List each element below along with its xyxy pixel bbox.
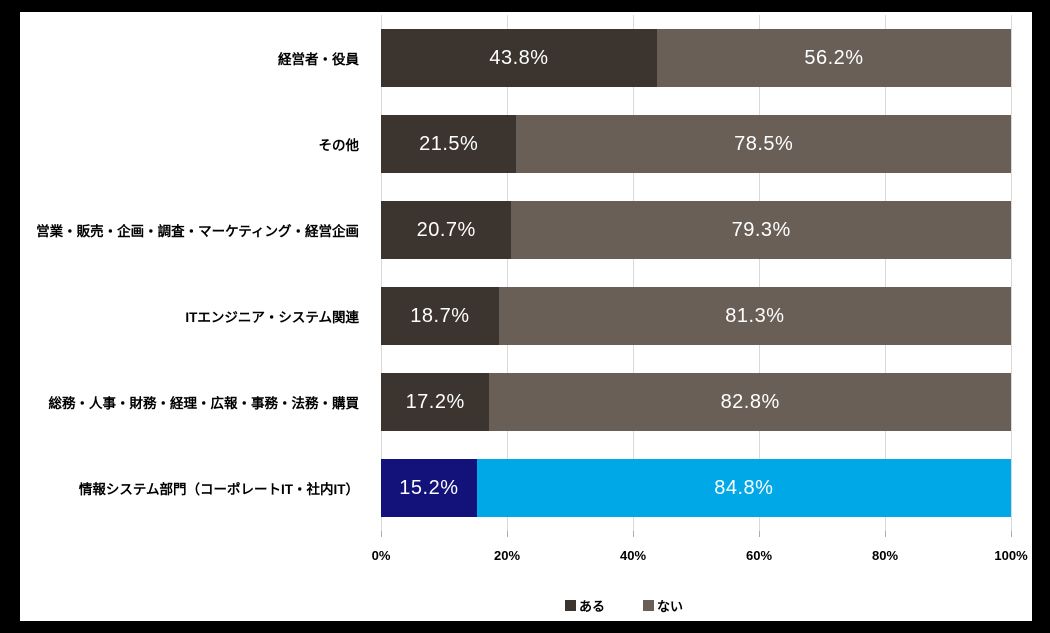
- legend-label-aru: ある: [579, 598, 606, 614]
- category-label: その他: [318, 138, 360, 153]
- bar-segment-ある: 17.2%: [381, 373, 490, 431]
- gridline: [380, 15, 382, 531]
- data-label: 84.8%: [714, 476, 774, 499]
- gridline: [1010, 15, 1012, 531]
- bar-segment-ある: 21.5%: [381, 115, 517, 173]
- bar-track: 20.7% 79.3%: [381, 201, 1011, 259]
- legend-item-nai: ない: [643, 596, 683, 615]
- category-label: 総務・人事・財務・経理・広報・事務・法務・購買: [48, 396, 360, 411]
- axis-tick: [506, 531, 508, 537]
- x-axis: 0% 20% 40% 60% 80% 100%: [372, 543, 1028, 565]
- category-label: 営業・販売・企画・調査・マーケティング・経営企画: [36, 224, 359, 239]
- data-label: 15.2%: [399, 476, 459, 499]
- bar-track: 15.2% 84.8%: [381, 459, 1011, 517]
- category-axis: 経営者・役員その他営業・販売・企画・調査・マーケティング・経営企画 ITエンジニア…: [20, 15, 370, 531]
- axis-tick: [632, 531, 634, 537]
- bar-segment-ない: 78.5%: [516, 115, 1011, 173]
- data-label: 17.2%: [405, 390, 465, 413]
- x-tick-label: 60%: [745, 548, 773, 563]
- legend-item-aru: ある: [565, 596, 605, 615]
- x-tick-label: 40%: [619, 548, 647, 563]
- bar-segment-ある: 43.8%: [381, 29, 657, 87]
- bar-segment-ない: 84.8%: [476, 459, 1011, 517]
- bar-track: 43.8% 56.2%: [381, 29, 1011, 87]
- gridline: [632, 15, 634, 531]
- bar-row: 20.7% 79.3%: [381, 187, 1011, 273]
- x-tick-label: 20%: [493, 548, 521, 563]
- data-label: 81.3%: [725, 304, 785, 327]
- bar-row: 18.7% 81.3%: [381, 273, 1011, 359]
- bar-segment-ない: 82.8%: [489, 373, 1011, 431]
- bar-segment-ない: 56.2%: [656, 29, 1011, 87]
- x-tick-label: 100%: [994, 548, 1028, 563]
- chart-surface: 経営者・役員その他営業・販売・企画・調査・マーケティング・経営企画 ITエンジニア…: [20, 12, 1032, 621]
- data-label: 79.3%: [731, 218, 791, 241]
- bar-track: 21.5% 78.5%: [381, 115, 1011, 173]
- data-label: 78.5%: [734, 132, 794, 155]
- category-label: 経営者・役員: [278, 52, 359, 67]
- axis-tick: [758, 531, 760, 537]
- axis-tick: [884, 531, 886, 537]
- bar-track: 17.2% 82.8%: [381, 373, 1011, 431]
- plot-area: 43.8% 56.2% 21.5% 78.5% 20.7% 79.3% 18.7% 81.3%…: [380, 15, 1012, 537]
- gridline: [506, 15, 508, 531]
- data-label: 20.7%: [416, 218, 476, 241]
- bar-row: 17.2% 82.8%: [381, 359, 1011, 445]
- x-tick-label: 80%: [871, 548, 899, 563]
- axis-tick: [1010, 531, 1012, 537]
- legend-swatch-nai: [643, 599, 655, 611]
- x-tick-label: 0%: [371, 548, 391, 563]
- axis-tick: [380, 531, 382, 537]
- bar-track: 18.7% 81.3%: [381, 287, 1011, 345]
- data-label: 56.2%: [804, 46, 864, 69]
- bar-segment-ある: 15.2%: [381, 459, 477, 517]
- data-label: 18.7%: [410, 304, 470, 327]
- bar-row: 15.2% 84.8%: [381, 445, 1011, 531]
- legend-label-nai: ない: [657, 598, 684, 614]
- category-label: 情報システム部門（コーポレートIT・社内IT）: [78, 482, 359, 497]
- legend: ある ない: [565, 596, 683, 615]
- bar-segment-ある: 18.7%: [381, 287, 499, 345]
- data-label: 21.5%: [419, 132, 479, 155]
- category-label: ITエンジニア・システム関連: [185, 310, 359, 325]
- bar-segment-ない: 81.3%: [498, 287, 1011, 345]
- data-label: 82.8%: [720, 390, 780, 413]
- data-label: 43.8%: [489, 46, 549, 69]
- bar-row: 21.5% 78.5%: [381, 101, 1011, 187]
- legend-swatch-aru: [565, 599, 576, 611]
- bar-segment-ある: 20.7%: [381, 201, 512, 259]
- bar-row: 43.8% 56.2%: [381, 15, 1011, 101]
- gridline: [758, 15, 760, 531]
- gridline: [884, 15, 886, 531]
- bar-segment-ない: 79.3%: [511, 201, 1011, 259]
